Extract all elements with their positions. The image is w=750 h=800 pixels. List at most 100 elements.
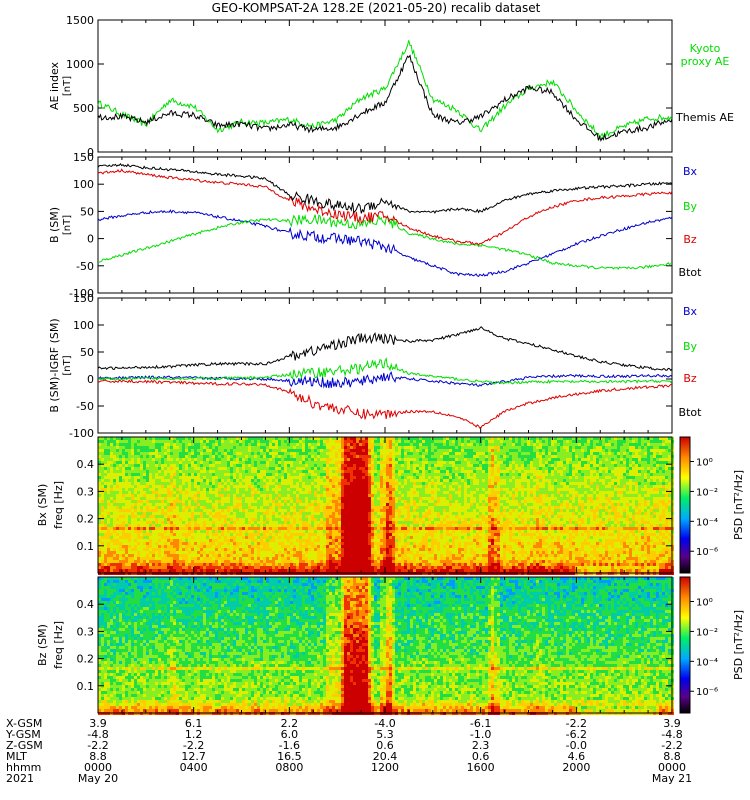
ephemeris-row-label: MLT [6,750,27,763]
legend-label: Bx [683,165,698,178]
y-axis-label: AE index [48,61,61,110]
y-axis-unit: freq [Hz] [52,621,65,669]
ephemeris-value: 2.2 [281,717,299,730]
y-axis-unit: [nT] [62,215,73,235]
ephemeris-value: 6.1 [185,717,203,730]
spectrogram-cells [98,577,674,715]
y-tick-label: 0 [87,233,94,246]
panel-frame [97,19,673,153]
ephemeris-value: 0800 [275,761,303,774]
ephemeris-value: 1600 [467,761,495,774]
ephemeris-row-label: Y-GSM [5,728,41,741]
ephemeris-row-label: hhmm [6,761,41,774]
ephemeris-value: 4.6 [568,750,586,763]
ephemeris-value: 1.2 [185,728,203,741]
series-line-by [97,357,673,385]
ephemeris-value: 6.0 [281,728,299,741]
series-line-bz [97,168,673,246]
colorbar-tick-label: 10⁻⁶ [696,687,718,698]
ephemeris-value: 1200 [371,761,399,774]
series-line-bx [97,209,673,278]
ephemeris-value: 12.7 [181,750,206,763]
ephemeris-value: 20.4 [373,750,398,763]
y-tick-label: -50 [76,260,94,273]
ephemeris-value: 0000 [658,761,686,774]
legend-label: By [683,340,698,353]
series-line-kyoto-proxy-ae [97,40,673,141]
legend-label-part: proxy AE [681,55,730,68]
y-tick-label: 0.4 [77,598,95,611]
legend-label: Bx [683,305,698,318]
ephemeris-value: 0400 [180,761,208,774]
ephemeris-value: -1.0 [470,728,491,741]
legend-label: Btot [679,266,703,279]
ephemeris-value: -2.2 [183,739,204,752]
series-line-btot [97,162,673,214]
y-tick-label: 1000 [66,58,94,71]
y-tick-label: 100 [73,178,94,191]
y-tick-label: 50 [80,205,94,218]
ephemeris-value: -0.0 [566,739,587,752]
y-axis-label: B (SM)-IGRF (SM) [48,318,61,412]
y-axis-label: B (SM) [48,207,61,243]
legend-label: Themis AE [675,111,734,124]
ephemeris-value: -6.1 [470,717,491,730]
y-tick-label: 500 [73,102,94,115]
legend-label-part: Kyoto [690,42,721,55]
ephemeris-value: -4.8 [661,728,682,741]
legend-label: Bz [683,372,697,385]
ephemeris-value: 3.9 [89,717,107,730]
y-axis-unit: [nT] [62,355,73,375]
ephemeris-row-label: X-GSM [6,717,42,730]
ephemeris-value: -4.0 [374,717,395,730]
ephemeris-value: May 21 [652,772,692,785]
y-tick-label: 0.4 [77,458,95,471]
ephemeris-value: 0000 [84,761,112,774]
series-line-btot [97,326,673,372]
y-tick-label: -100 [69,287,94,300]
y-tick-label: 150 [73,151,94,164]
series-line-bz [97,379,673,429]
chart-title: GEO-KOMPSAT-2A 128.2E (2021-05-20) recal… [212,1,541,15]
ephemeris-value: -4.8 [87,728,108,741]
ephemeris-value: 16.5 [277,750,302,763]
y-tick-label: 150 [73,292,94,305]
colorbar-tick-label: 10⁰ [696,597,713,608]
ephemeris-value: 2000 [562,761,590,774]
series-line-bx [97,371,673,389]
ephemeris-value: -1.6 [279,739,300,752]
spectrogram-cells [98,437,674,575]
y-tick-label: -100 [69,427,94,440]
y-tick-label: 0 [87,373,94,386]
ephemeris-value: -2.2 [566,717,587,730]
y-tick-label: 0.1 [77,540,95,553]
y-tick-label: 0.1 [77,680,95,693]
ephemeris-value: 8.8 [89,750,107,763]
legend-label: By [683,200,698,213]
colorbar-tick-label: 10⁻⁶ [696,547,718,558]
y-tick-label: 0.3 [77,625,95,638]
ephemeris-value: -6.2 [566,728,587,741]
colorbar-tick-label: 10⁻² [696,487,718,498]
colorbar-tick-label: 10⁻⁴ [696,517,718,528]
colorbar [679,576,691,714]
ephemeris-value: 0.6 [376,739,394,752]
y-tick-label: -50 [76,400,94,413]
colorbar-tick-label: 10⁻⁴ [696,657,718,668]
ephemeris-value: 0.6 [472,750,490,763]
y-tick-label: 0 [87,146,94,159]
legend-label: Btot [679,406,703,419]
ephemeris-value: -2.2 [87,739,108,752]
ephemeris-value: 8.8 [663,750,681,763]
colorbar-tick-label: 10⁻² [696,627,718,638]
y-tick-label: 0.2 [77,513,95,526]
y-axis-unit: [nT] [62,76,73,96]
y-tick-label: 0.3 [77,485,95,498]
ephemeris-value: 3.9 [663,717,681,730]
y-axis-unit: freq [Hz] [52,481,65,529]
legend-label: Bz [683,233,697,246]
ephemeris-value: -2.2 [661,739,682,752]
y-tick-label: 50 [80,346,94,359]
y-tick-label: 100 [73,319,94,332]
